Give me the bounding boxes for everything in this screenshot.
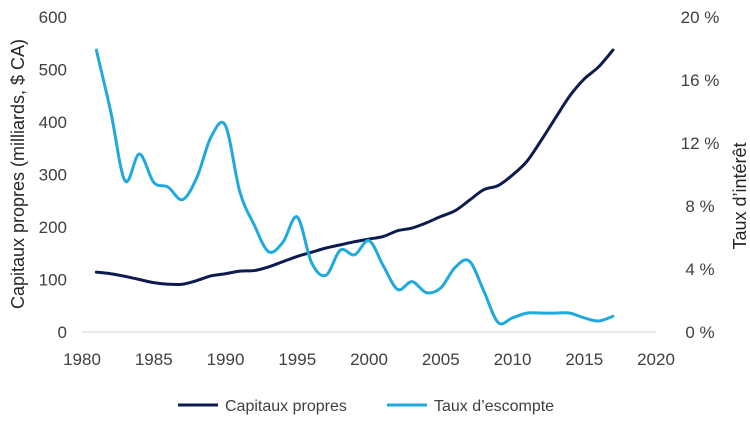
legend: Capitaux propres Taux d’escompte — [178, 398, 554, 415]
series-line-taux-escompte — [94, 48, 615, 326]
x-tick-label: 2020 — [637, 350, 675, 369]
legend-label-capitaux-propres: Capitaux propres — [225, 398, 347, 415]
series-line-capitaux-propres — [94, 48, 615, 287]
x-tick-label: 1995 — [278, 350, 316, 369]
y2-tick-label: 4 % — [685, 260, 714, 279]
y-axis-title: Capitaux propres (milliards, $ CA) — [8, 39, 28, 309]
series-layer — [94, 48, 615, 326]
x-tick-label: 2015 — [565, 350, 603, 369]
y-tick-label: 200 — [39, 218, 67, 237]
y-tick-label: 100 — [39, 271, 67, 290]
y2-tick-label: 20 % — [681, 8, 720, 27]
y-tick-label: 400 — [39, 113, 67, 132]
x-tick-label: 1985 — [135, 350, 173, 369]
y2-tick-label: 12 % — [681, 134, 720, 153]
y2-tick-labels: 0 % 4 % 8 % 12 % 16 % 20 % — [681, 8, 720, 342]
y-tick-labels: 0 100 200 300 400 500 600 — [39, 8, 67, 342]
x-tick-label: 1990 — [207, 350, 245, 369]
x-tick-labels: 1980 1985 1990 1995 2000 2005 2010 2015 2020 — [63, 350, 675, 369]
x-tick-label: 2000 — [350, 350, 388, 369]
y2-tick-label: 8 % — [685, 197, 714, 216]
y2-axis-title: Taux d’intérêt — [730, 142, 750, 249]
x-tick-label: 2005 — [422, 350, 460, 369]
y2-tick-label: 0 % — [685, 323, 714, 342]
x-tick-label: 2010 — [494, 350, 532, 369]
y-tick-label: 500 — [39, 61, 67, 80]
y-tick-label: 300 — [39, 166, 67, 185]
y2-tick-label: 16 % — [681, 71, 720, 90]
x-tick-label: 1980 — [63, 350, 101, 369]
legend-label-taux-escompte: Taux d’escompte — [434, 398, 554, 415]
y-tick-label: 0 — [58, 323, 67, 342]
y-tick-label: 600 — [39, 8, 67, 27]
